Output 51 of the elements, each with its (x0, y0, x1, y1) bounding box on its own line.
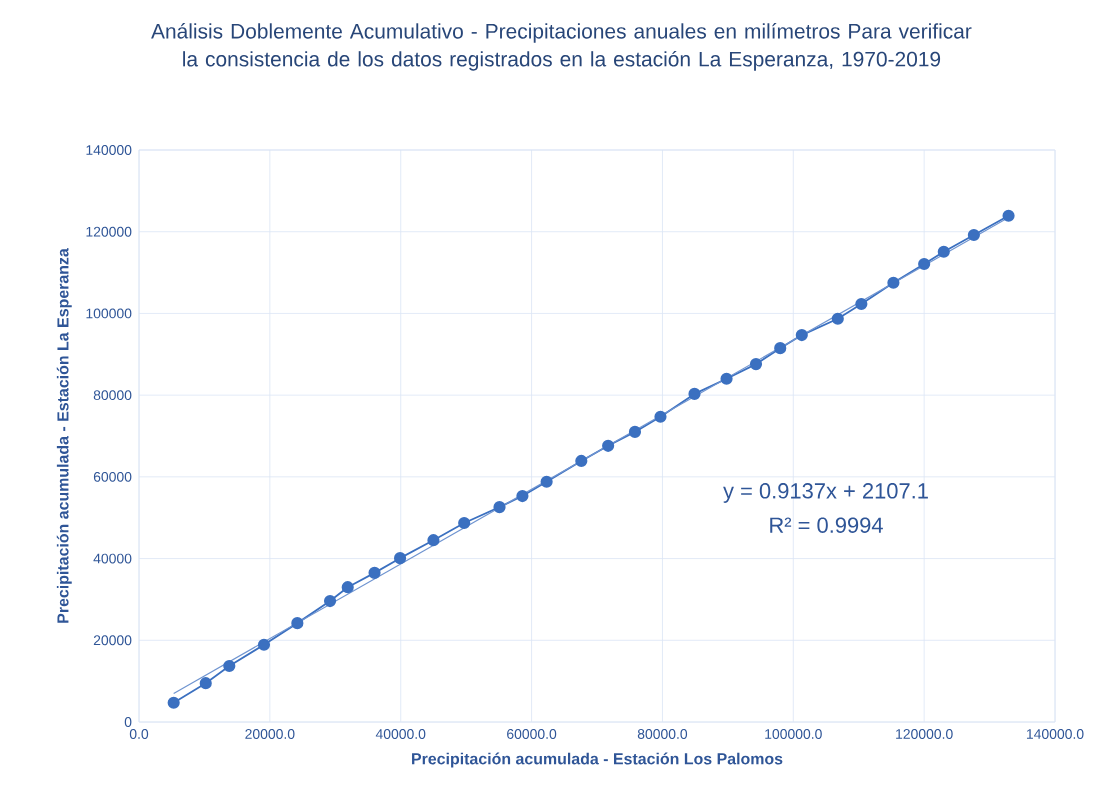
point (516, 489, 529, 503)
y-tick-label: 20000 (93, 635, 132, 646)
point (720, 372, 733, 385)
point (749, 358, 763, 371)
x-axis-title: Precipitación acumulada - Estación Los Palomos (412, 752, 783, 768)
point (774, 342, 787, 355)
point (602, 439, 615, 452)
annotation: y = 0.9137x + 2107.1 (723, 483, 928, 503)
point (855, 297, 868, 311)
point (654, 410, 667, 423)
point (1002, 209, 1015, 222)
y-tick-label: 100000 (86, 308, 132, 319)
point (257, 638, 271, 651)
y-tick-label: 140000 (86, 145, 132, 155)
point (368, 566, 381, 579)
point (831, 312, 844, 325)
y-tick-label: 40000 (93, 553, 132, 564)
point (167, 696, 180, 709)
point (540, 475, 553, 488)
y-axis-title: Precipitación acumulada - Estación La Esperanza (56, 248, 72, 623)
point (341, 581, 354, 594)
point (427, 534, 440, 547)
y-tick-label: 120000 (86, 226, 132, 237)
point (199, 677, 212, 690)
point (795, 329, 808, 342)
point (575, 454, 588, 467)
point (458, 516, 471, 530)
x-tick-label: 40000.0 (375, 729, 426, 739)
annotation: R² = 0.9994 (770, 517, 883, 533)
point (628, 425, 642, 438)
point (291, 617, 304, 630)
point (967, 228, 980, 242)
x-tick-label: 120000.0 (896, 729, 953, 739)
y-tick-label: 80000 (93, 390, 132, 401)
x-tick-label: 140000.0 (1026, 729, 1084, 739)
point (918, 257, 931, 271)
chart-title: Análisis Doblemente Acumulativo - Precipitaciones anuales en milímetros Para verificar la consistencia de los datos registrados en la estación La Esperanza, 1970-2019 (151, 23, 972, 71)
y-tick-label: 60000 (93, 471, 132, 482)
x-tick-label: 80000.0 (637, 729, 688, 739)
point (493, 501, 506, 514)
point (393, 552, 407, 565)
point (223, 659, 236, 673)
x-tick-label: 60000.0 (507, 729, 557, 739)
x-tick-label: 100000.0 (765, 729, 822, 739)
x-tick-label: 0.0 (129, 729, 149, 739)
y-tick-label: 0 (124, 717, 132, 727)
point (688, 387, 701, 400)
point (323, 594, 337, 608)
point (937, 245, 950, 258)
point (887, 276, 900, 289)
x-tick-label: 20000.0 (245, 729, 295, 739)
